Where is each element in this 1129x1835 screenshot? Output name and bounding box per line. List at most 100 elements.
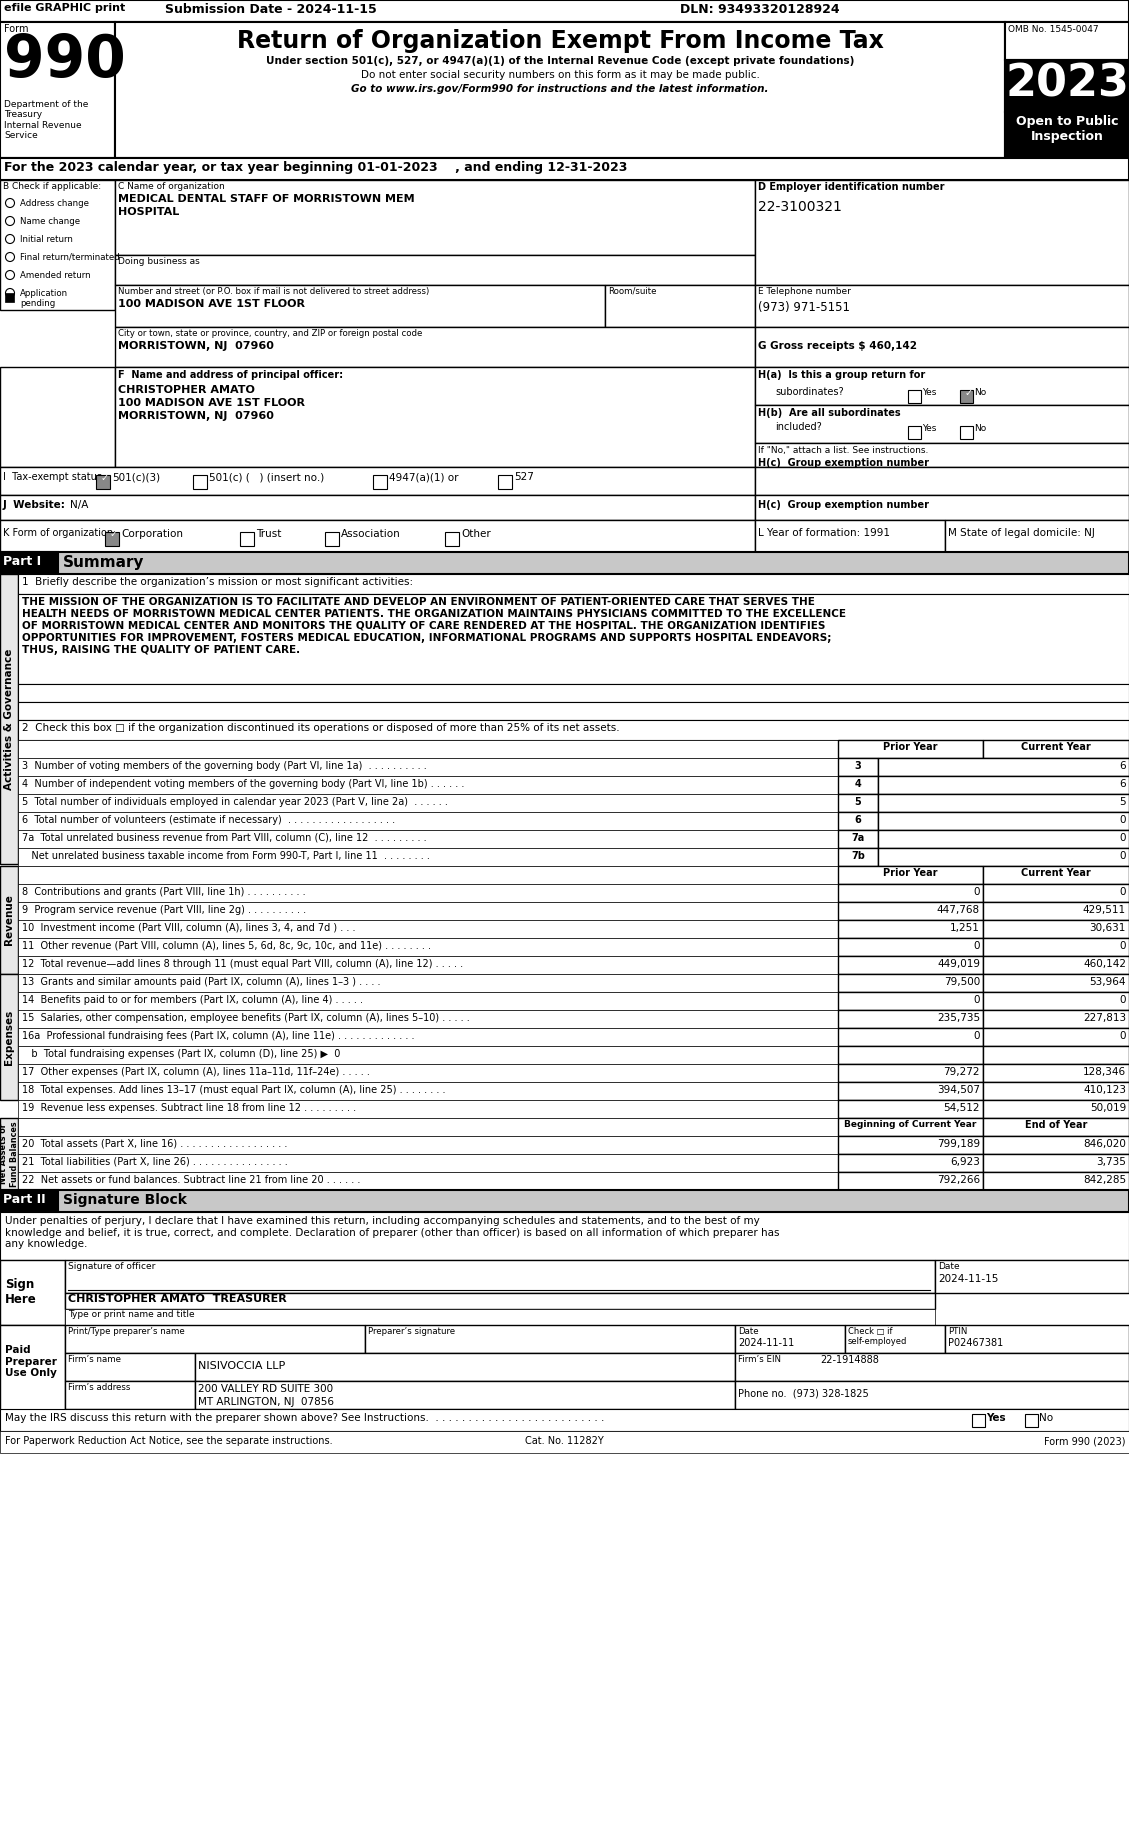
Bar [5,294,14,303]
Bar [0,1431,1129,1453]
Bar [983,740,1129,758]
Text: 5: 5 [1119,796,1126,807]
Text: 5  Total number of individuals employed in calendar year 2023 (Part V, line 2a) : 5 Total number of individuals employed i… [21,796,448,807]
Bar [838,1083,983,1099]
Text: 846,020: 846,020 [1083,1140,1126,1149]
Bar [1005,22,1129,61]
Text: subordinates?: subordinates? [774,387,843,396]
Bar [838,776,878,795]
Bar [838,1046,983,1064]
Bar [18,1173,838,1191]
Circle shape [6,198,15,207]
Bar [18,866,838,884]
Bar [0,1325,65,1415]
Text: 6  Total number of volunteers (estimate if necessary)  . . . . . . . . . . . . .: 6 Total number of volunteers (estimate i… [21,815,395,826]
Bar [193,475,207,488]
Bar [1005,112,1129,158]
Bar [365,1325,735,1352]
Text: 11  Other revenue (Part VIII, column (A), lines 5, 6d, 8c, 9c, 10c, and 11e) . .: 11 Other revenue (Part VIII, column (A),… [21,941,431,951]
Text: D Employer identification number: D Employer identification number [758,182,945,193]
Bar [838,903,983,919]
Bar [878,829,1129,848]
Bar [18,595,1129,684]
Text: 0: 0 [1120,886,1126,897]
Bar [838,1136,983,1154]
Text: 842,285: 842,285 [1083,1174,1126,1185]
Text: Name change: Name change [20,217,80,226]
Text: 100 MADISON AVE 1ST FLOOR: 100 MADISON AVE 1ST FLOOR [119,299,305,308]
Bar [65,1325,365,1352]
Bar [878,776,1129,795]
Text: OMB No. 1545-0047: OMB No. 1545-0047 [1008,26,1099,35]
Bar [0,519,755,552]
Bar [115,367,755,466]
Bar [838,740,983,758]
Text: b  Total fundraising expenses (Part IX, column (D), line 25) ▶  0: b Total fundraising expenses (Part IX, c… [21,1050,340,1059]
Text: HEALTH NEEDS OF MORRISTOWN MEDICAL CENTER PATIENTS. THE ORGANIZATION MAINTAINS P: HEALTH NEEDS OF MORRISTOWN MEDICAL CENTE… [21,609,846,618]
Bar [0,1261,65,1325]
Circle shape [6,253,15,262]
Bar [838,758,878,776]
Bar [838,1099,983,1118]
Bar [908,391,921,404]
Text: 100 MADISON AVE 1ST FLOOR: 100 MADISON AVE 1ST FLOOR [119,398,305,407]
Text: Part I: Part I [3,554,41,569]
Text: 0: 0 [973,886,980,897]
Text: 12  Total revenue—add lines 8 through 11 (must equal Part VIII, column (A), line: 12 Total revenue—add lines 8 through 11 … [21,960,463,969]
Bar [755,519,945,552]
Bar [838,848,878,866]
Text: CHRISTOPHER AMATO  TREASURER: CHRISTOPHER AMATO TREASURER [68,1294,287,1305]
Bar [115,284,605,327]
Text: 6,923: 6,923 [951,1158,980,1167]
Text: OF MORRISTOWN MEDICAL CENTER AND MONITORS THE QUALITY OF CARE RENDERED AT THE HO: OF MORRISTOWN MEDICAL CENTER AND MONITOR… [21,620,825,631]
Bar [983,1028,1129,1046]
Text: 7a: 7a [851,833,865,842]
Text: 9  Program service revenue (Part VIII, line 2g) . . . . . . . . . .: 9 Program service revenue (Part VIII, li… [21,905,306,916]
Text: 17  Other expenses (Part IX, column (A), lines 11a–11d, 11f–24e) . . . . .: 17 Other expenses (Part IX, column (A), … [21,1066,370,1077]
Bar [18,684,1129,703]
Text: Signature of officer: Signature of officer [68,1262,156,1272]
Bar [983,1009,1129,1028]
Text: HOSPITAL: HOSPITAL [119,207,180,217]
Text: 6: 6 [1119,780,1126,789]
Text: 410,123: 410,123 [1083,1084,1126,1095]
Text: 449,019: 449,019 [937,960,980,969]
Text: For the 2023 calendar year, or tax year beginning 01-01-2023    , and ending 12-: For the 2023 calendar year, or tax year … [5,161,628,174]
Text: Activities & Governance: Activities & Governance [5,648,14,789]
Text: 2  Check this box □ if the organization discontinued its operations or disposed : 2 Check this box □ if the organization d… [21,723,620,732]
Bar [838,1009,983,1028]
Text: Other: Other [461,528,491,539]
Bar [65,1382,195,1409]
Text: Summary: Summary [63,554,145,571]
Text: F  Name and address of principal officer:: F Name and address of principal officer: [119,371,343,380]
Circle shape [6,217,15,226]
Text: OPPORTUNITIES FOR IMPROVEMENT, FOSTERS MEDICAL EDUCATION, INFORMATIONAL PROGRAMS: OPPORTUNITIES FOR IMPROVEMENT, FOSTERS M… [21,633,831,642]
Bar [838,1028,983,1046]
Text: Return of Organization Exempt From Income Tax: Return of Organization Exempt From Incom… [237,29,883,53]
Text: H(a)  Is this a group return for: H(a) Is this a group return for [758,371,926,380]
Text: Type or print name and title: Type or print name and title [68,1310,194,1319]
Text: 21  Total liabilities (Part X, line 26) . . . . . . . . . . . . . . . .: 21 Total liabilities (Part X, line 26) .… [21,1158,288,1167]
Bar [983,974,1129,993]
Text: Firm’s EIN: Firm’s EIN [738,1354,781,1363]
Bar [65,1352,195,1382]
Text: Under section 501(c), 527, or 4947(a)(1) of the Internal Revenue Code (except pr: Under section 501(c), 527, or 4947(a)(1)… [265,57,855,66]
Text: M State of legal domicile: NJ: M State of legal domicile: NJ [948,528,1095,538]
Bar [18,813,838,829]
Bar [755,495,1129,519]
Text: 799,189: 799,189 [937,1140,980,1149]
Text: Expenses: Expenses [5,1009,14,1064]
Text: 2024-11-11: 2024-11-11 [738,1338,794,1349]
Bar [1005,61,1129,112]
Text: 13  Grants and similar amounts paid (Part IX, column (A), lines 1–3 ) . . . .: 13 Grants and similar amounts paid (Part… [21,976,380,987]
Bar [325,532,339,547]
Text: Yes: Yes [922,387,936,396]
Text: C Name of organization: C Name of organization [119,182,225,191]
Bar [0,1191,58,1211]
Bar [983,938,1129,956]
Bar [18,1136,838,1154]
Bar [18,903,838,919]
Text: Phone no.  (973) 328-1825: Phone no. (973) 328-1825 [738,1389,868,1398]
Text: 227,813: 227,813 [1083,1013,1126,1022]
Text: L Year of formation: 1991: L Year of formation: 1991 [758,528,890,538]
